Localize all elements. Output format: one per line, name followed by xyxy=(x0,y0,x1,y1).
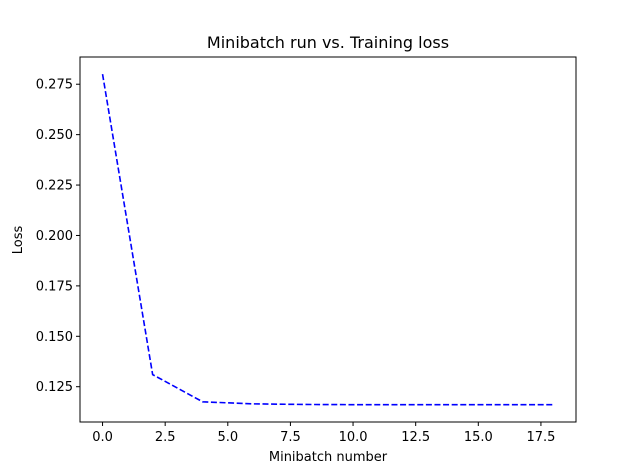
x-tick-label: 5.0 xyxy=(217,430,238,445)
x-ticks: 0.0 2.5 5.0 7.5 10.0 12.5 15.0 17.5 xyxy=(92,422,555,445)
y-tick-label: 0.175 xyxy=(36,279,73,294)
x-tick-label: 7.5 xyxy=(280,430,301,445)
x-axis-label: Minibatch number xyxy=(269,450,388,465)
series-line-0 xyxy=(101,74,554,406)
y-tick-label: 0.275 xyxy=(36,78,73,93)
x-tick-label: 0.0 xyxy=(92,430,113,445)
chart-title: Minibatch run vs. Training loss xyxy=(207,33,449,52)
y-tick-label: 0.200 xyxy=(36,229,73,244)
plot-layer xyxy=(101,74,554,406)
y-tick-label: 0.250 xyxy=(36,128,73,143)
y-tick-label: 0.150 xyxy=(36,330,73,345)
y-tick-label: 0.225 xyxy=(36,179,73,194)
x-tick-label: 10.0 xyxy=(339,430,368,445)
x-tick-label: 12.5 xyxy=(401,430,430,445)
y-ticks: 0.125 0.150 0.175 0.200 0.225 0.250 0.275 xyxy=(36,78,80,395)
y-axis-label: Loss xyxy=(11,226,26,255)
y-tick-label: 0.125 xyxy=(36,380,73,395)
x-tick-label: 17.5 xyxy=(526,430,555,445)
axes-frame xyxy=(79,56,577,423)
x-tick-label: 2.5 xyxy=(155,430,176,445)
x-tick-label: 15.0 xyxy=(464,430,493,445)
